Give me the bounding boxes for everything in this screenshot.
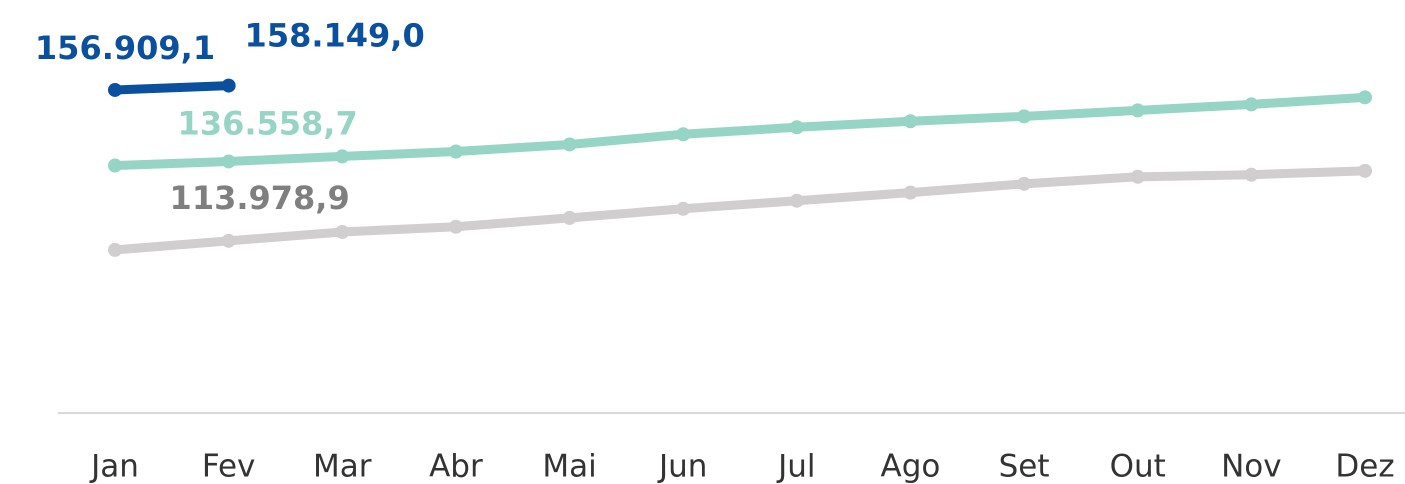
x-tick-label: Jun bbox=[657, 449, 707, 484]
marker bbox=[562, 210, 577, 225]
marker bbox=[448, 144, 463, 159]
marker bbox=[108, 82, 122, 97]
line bbox=[110, 166, 1370, 255]
marker bbox=[335, 149, 350, 164]
x-tick-label: Nov bbox=[1221, 449, 1282, 484]
marker bbox=[1017, 176, 1032, 191]
marker bbox=[1358, 90, 1372, 105]
marker bbox=[1244, 97, 1259, 112]
x-tick-label: Ago bbox=[881, 449, 941, 484]
x-tick-label: Mai bbox=[542, 449, 596, 484]
data-label: 136.558,7 bbox=[178, 104, 358, 142]
marker bbox=[108, 158, 122, 173]
marker bbox=[789, 120, 804, 135]
data-label: 158.149,0 bbox=[245, 17, 425, 55]
x-tick-label: Jul bbox=[776, 449, 815, 484]
x-tick-label: Abr bbox=[429, 449, 483, 484]
marker bbox=[903, 114, 918, 129]
marker bbox=[1358, 163, 1372, 178]
marker bbox=[562, 137, 577, 152]
line bbox=[110, 92, 1370, 171]
marker bbox=[1244, 167, 1259, 182]
x-tick-label: Fev bbox=[202, 449, 256, 484]
x-tick-label: Mar bbox=[313, 449, 372, 484]
data-label: 156.909,1 bbox=[35, 29, 215, 67]
x-tick-label: Set bbox=[999, 449, 1050, 484]
marker bbox=[221, 154, 236, 169]
data-label: 113.978,9 bbox=[170, 179, 350, 217]
marker bbox=[108, 242, 122, 257]
marker bbox=[789, 193, 804, 208]
marker bbox=[221, 78, 236, 93]
x-tick-label: Out bbox=[1110, 449, 1166, 484]
x-tick-label: Dez bbox=[1335, 449, 1394, 484]
marker bbox=[676, 201, 691, 216]
marker bbox=[676, 127, 691, 142]
line bbox=[110, 81, 234, 95]
marker bbox=[1017, 109, 1032, 124]
marker bbox=[221, 233, 236, 248]
marker bbox=[1130, 103, 1145, 118]
marker bbox=[1130, 169, 1145, 184]
marker bbox=[903, 185, 918, 200]
marker bbox=[335, 224, 350, 239]
x-tick-label: Jan bbox=[89, 449, 139, 484]
marker bbox=[448, 219, 463, 234]
